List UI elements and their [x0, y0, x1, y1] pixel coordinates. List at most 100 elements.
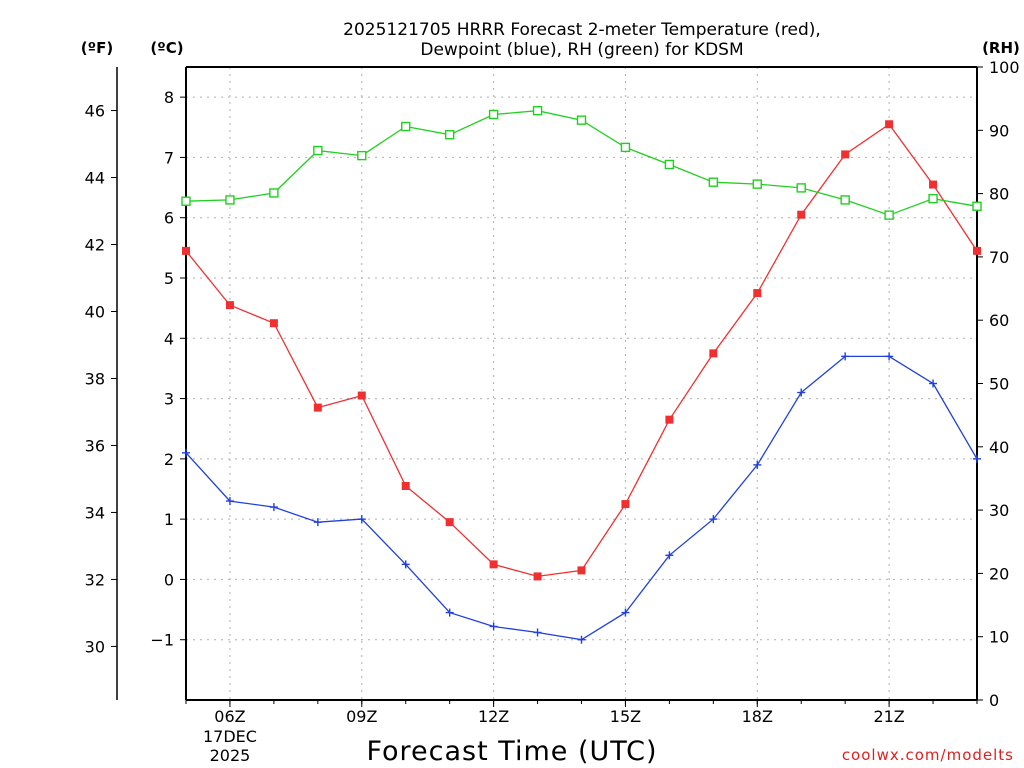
- data-point: [489, 622, 498, 631]
- data-point: [928, 193, 938, 204]
- series-rh: [181, 105, 982, 220]
- data-point: [665, 551, 674, 560]
- celsius-tick-label: 2: [164, 450, 174, 469]
- data-point: [357, 515, 366, 524]
- fahrenheit-tick-label: 32: [85, 570, 105, 589]
- data-point: [796, 183, 806, 193]
- x-tick-label: 09Z: [346, 707, 377, 726]
- data-point: [401, 121, 411, 132]
- data-point: [269, 188, 279, 198]
- celsius-unit-label: (ºC): [150, 39, 183, 57]
- fahrenheit-tick-label: 38: [85, 369, 105, 388]
- x-tick-sublabel: 17DEC: [203, 727, 257, 746]
- data-point: [973, 246, 981, 255]
- data-point: [181, 196, 191, 206]
- data-point: [841, 352, 850, 361]
- data-point: [841, 150, 850, 159]
- fahrenheit-tick-label: 34: [85, 503, 105, 522]
- data-point: [445, 518, 454, 527]
- x-tick-label: 18Z: [742, 707, 773, 726]
- data-point: [665, 415, 674, 424]
- data-point: [797, 388, 806, 397]
- celsius-tick-label: 5: [164, 269, 174, 288]
- data-point: [797, 210, 806, 219]
- data-point: [182, 448, 190, 457]
- data-point: [885, 352, 894, 361]
- data-point: [401, 481, 410, 490]
- data-point: [357, 150, 367, 161]
- data-point: [885, 120, 894, 129]
- data-point: [269, 319, 278, 328]
- rh-unit-label: (RH): [982, 39, 1020, 57]
- rh-tick-label: 80: [989, 185, 1009, 204]
- celsius-tick-label: 7: [164, 148, 174, 167]
- rh-tick-label: 40: [989, 438, 1009, 457]
- data-point: [621, 500, 630, 509]
- celsius-tick-label: 8: [164, 88, 174, 107]
- x-tick-label: 15Z: [610, 707, 641, 726]
- chart-title-line2: Dewpoint (blue), RH (green) for KDSM: [420, 40, 743, 60]
- rh-tick-label: 70: [989, 248, 1009, 267]
- data-point: [840, 195, 850, 205]
- data-point: [533, 628, 542, 637]
- data-point: [225, 497, 234, 506]
- data-point: [532, 105, 543, 116]
- celsius-tick-label: 0: [164, 570, 174, 589]
- rh-tick-label: 90: [989, 121, 1009, 140]
- data-point: [445, 608, 454, 617]
- fahrenheit-tick-label: 42: [85, 236, 105, 255]
- fahrenheit-tick-label: 40: [85, 302, 105, 321]
- data-point: [577, 566, 586, 575]
- chart-title-line1: 2025121705 HRRR Forecast 2-meter Tempera…: [343, 20, 821, 40]
- data-point: [664, 159, 675, 170]
- series-line: [185, 123, 978, 578]
- x-axis-title: Forecast Time (UTC): [366, 736, 657, 767]
- data-point: [929, 180, 938, 189]
- data-point: [444, 130, 455, 140]
- data-point: [752, 179, 762, 189]
- data-point: [489, 560, 498, 569]
- data-point: [313, 403, 322, 412]
- x-tick-label: 06Z: [214, 707, 245, 726]
- data-point: [620, 142, 631, 153]
- data-point: [577, 635, 586, 644]
- data-point: [225, 195, 235, 205]
- data-point: [225, 301, 234, 310]
- fahrenheit-tick-label: 44: [85, 169, 105, 188]
- rh-tick-label: 100: [989, 58, 1020, 77]
- data-point: [313, 518, 322, 527]
- rh-tick-label: 50: [989, 375, 1009, 394]
- fahrenheit-tick-label: 36: [85, 436, 105, 455]
- data-point: [401, 560, 410, 569]
- data-point: [708, 177, 719, 187]
- data-point: [621, 608, 630, 617]
- data-point: [753, 460, 762, 469]
- celsius-tick-label: −1: [150, 631, 174, 650]
- fahrenheit-unit-label: (ºF): [81, 39, 113, 57]
- x-tick-sublabel: 2025: [210, 746, 251, 765]
- data-point: [973, 454, 981, 463]
- series-line: [185, 110, 978, 216]
- rh-tick-label: 30: [989, 501, 1009, 520]
- fahrenheit-tick-label: 46: [85, 102, 105, 121]
- data-point: [753, 289, 762, 298]
- data-point: [313, 145, 323, 156]
- data-point: [269, 503, 278, 512]
- tick-labels-layer: −101234567830323436384042444601020304050…: [85, 58, 1020, 765]
- credit-text: coolwx.com/modelts: [842, 746, 1014, 764]
- data-point: [576, 115, 587, 125]
- x-tick-label: 12Z: [478, 707, 509, 726]
- data-point: [533, 572, 542, 581]
- series-dewpoint: [182, 352, 981, 644]
- rh-tick-label: 20: [989, 564, 1009, 583]
- data-point: [709, 515, 718, 524]
- data-point: [709, 349, 718, 358]
- series-2-meter-temperature: [182, 120, 981, 581]
- data-point: [488, 109, 499, 120]
- data-point: [182, 246, 190, 255]
- rh-tick-label: 60: [989, 311, 1009, 330]
- celsius-tick-label: 4: [164, 329, 174, 348]
- data-point: [884, 210, 894, 220]
- celsius-tick-label: 3: [164, 390, 174, 409]
